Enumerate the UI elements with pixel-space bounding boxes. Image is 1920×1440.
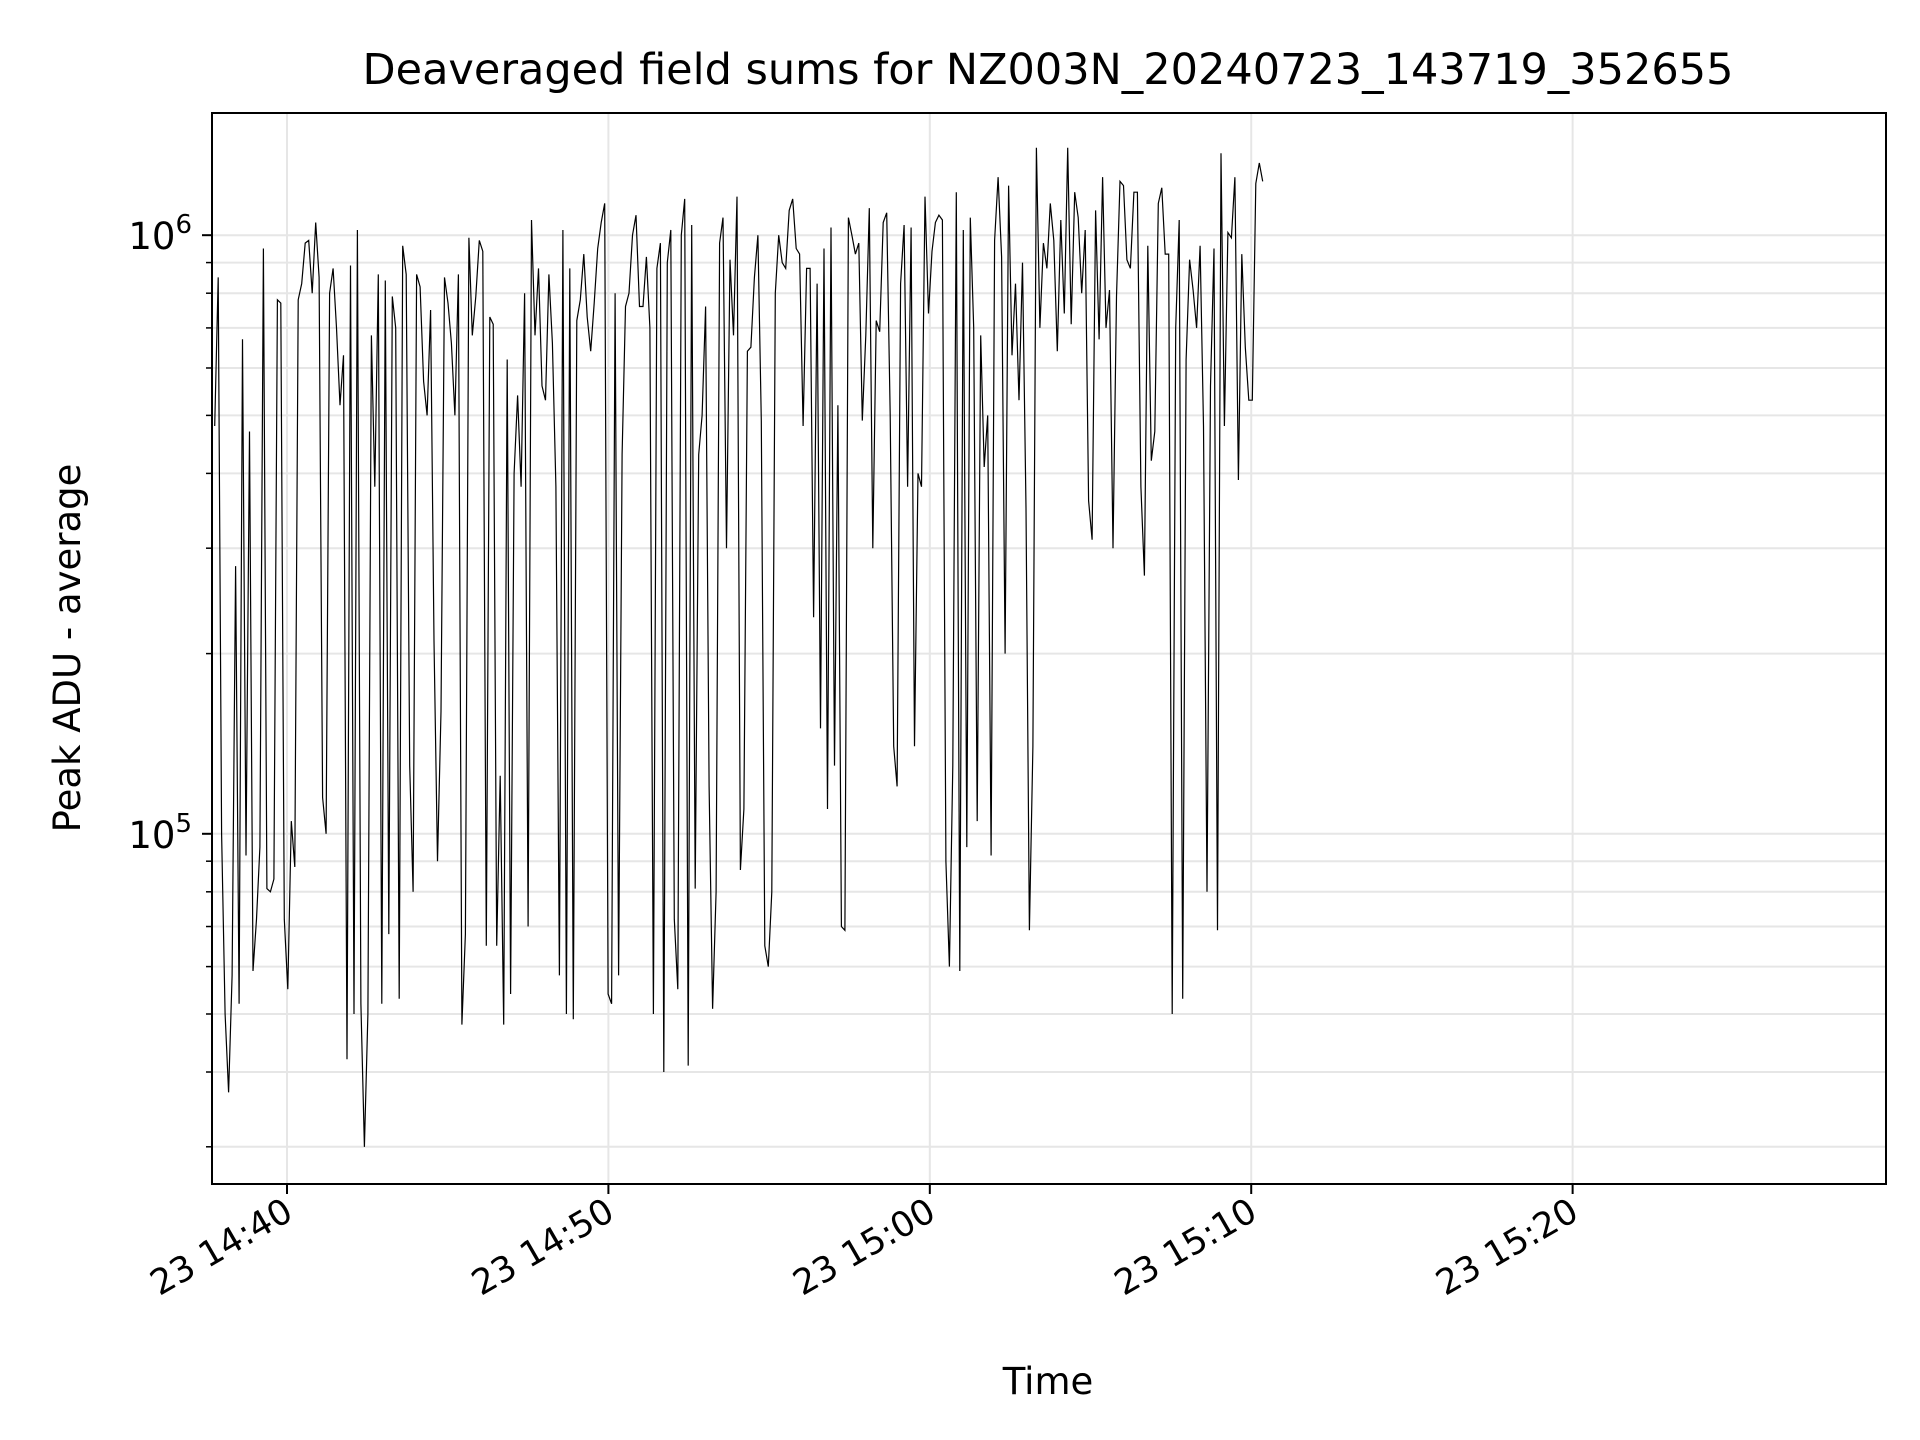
series-line bbox=[214, 147, 1264, 1147]
chart-title: Deaveraged field sums for NZ003N_2024072… bbox=[363, 45, 1734, 95]
y-axis-label: Peak ADU - average bbox=[46, 464, 89, 833]
grid-lines bbox=[212, 113, 1886, 1184]
y-tick-label: 106 bbox=[128, 210, 192, 258]
y-tick-label: 105 bbox=[128, 809, 192, 857]
plot-frame bbox=[211, 112, 1887, 1185]
x-axis-label: Time bbox=[1002, 1360, 1094, 1403]
